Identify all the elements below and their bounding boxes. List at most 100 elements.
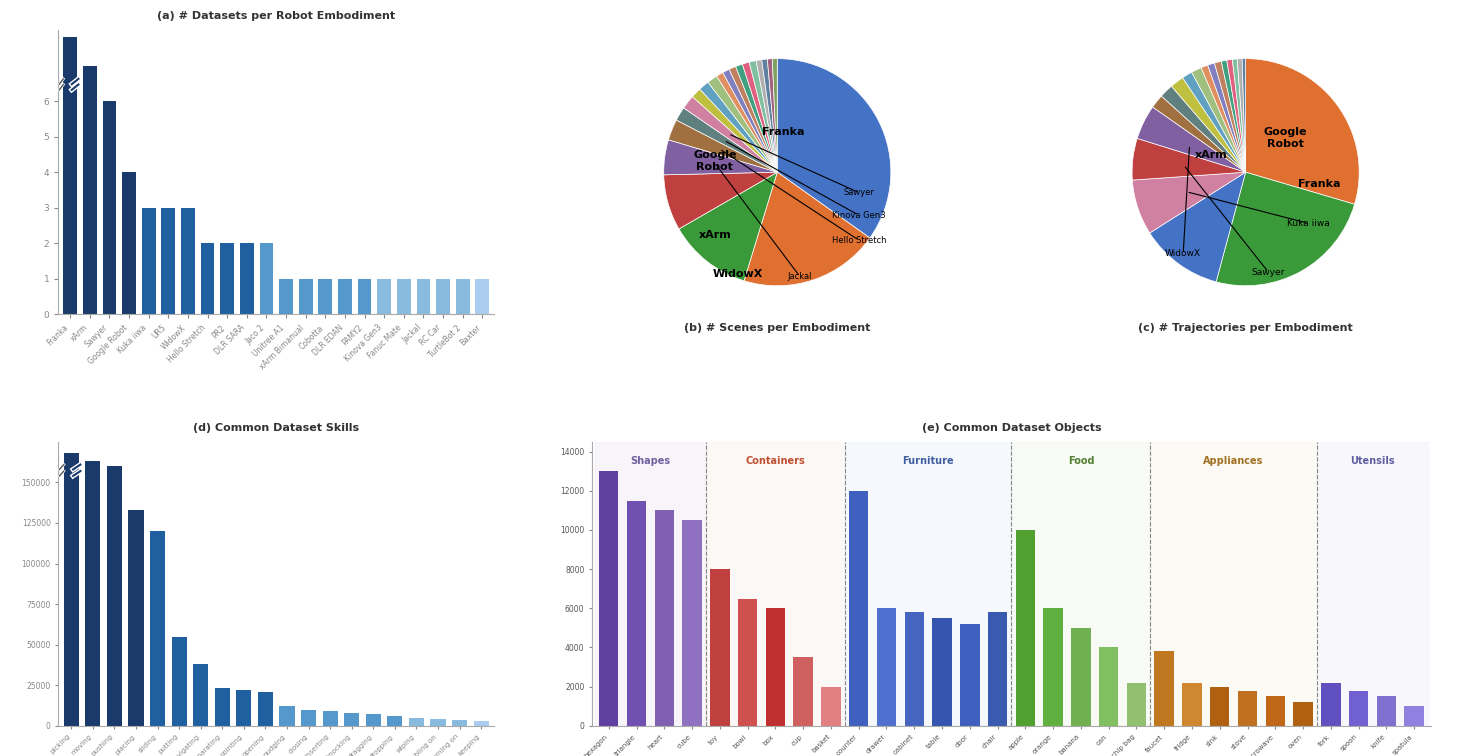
Bar [83,66,96,314]
Bar [1099,647,1118,726]
Wedge shape [777,59,891,238]
Text: WidowX: WidowX [1165,249,1202,259]
Bar [453,720,467,726]
Wedge shape [676,108,777,172]
Wedge shape [756,60,777,172]
Wedge shape [717,73,777,172]
Wedge shape [1161,86,1245,172]
Bar [682,520,702,726]
Wedge shape [1149,172,1245,282]
Bar [1155,652,1174,726]
Bar [123,172,136,314]
Bar [707,442,845,726]
Wedge shape [1226,60,1245,172]
Bar [1405,706,1424,726]
Bar [142,208,156,314]
Bar [710,569,730,726]
Wedge shape [683,97,777,172]
Bar [1150,442,1317,726]
Bar [128,510,143,726]
Bar [397,279,410,314]
Wedge shape [1216,172,1355,286]
Wedge shape [1152,96,1245,172]
Bar [366,714,381,726]
Bar [1012,442,1150,726]
Title: (c) # Trajectories per Embodiment: (c) # Trajectories per Embodiment [1139,324,1353,333]
Text: Kuka iiwa: Kuka iiwa [1286,218,1330,228]
Bar [1072,628,1091,726]
Bar [1238,690,1257,726]
Bar [150,531,165,726]
Text: Google
Robot: Google Robot [1263,127,1307,149]
Bar [1016,530,1035,726]
Bar [358,279,371,314]
Bar [172,637,187,726]
Text: Shapes: Shapes [631,456,670,466]
Bar [765,609,785,726]
Bar [1377,696,1396,726]
Bar [102,101,117,314]
Bar [339,279,352,314]
Text: Furniture: Furniture [902,456,953,466]
Wedge shape [1137,107,1245,172]
Bar [279,706,295,726]
Wedge shape [1133,172,1245,233]
Title: (e) Common Dataset Objects: (e) Common Dataset Objects [921,423,1101,432]
Bar [850,491,869,726]
Text: Appliances: Appliances [1203,456,1264,466]
Text: xArm: xArm [698,230,731,240]
Wedge shape [708,76,777,172]
Wedge shape [1215,61,1245,172]
Bar [626,500,647,726]
Bar [1210,686,1229,726]
Wedge shape [729,67,777,172]
Text: Google
Robot: Google Robot [694,150,737,172]
Wedge shape [679,172,777,280]
Bar [85,461,101,726]
Wedge shape [692,89,777,172]
Text: Jackal: Jackal [788,272,812,281]
Wedge shape [762,59,777,172]
Bar [387,716,403,726]
Wedge shape [1232,59,1245,172]
Text: Food: Food [1067,456,1094,466]
Text: Containers: Containers [746,456,806,466]
Bar [239,243,254,314]
Text: Hello Stretch: Hello Stretch [832,236,886,245]
Bar [1266,696,1285,726]
Wedge shape [742,62,777,172]
Bar [961,624,980,726]
Wedge shape [1183,73,1245,172]
Bar [1349,690,1368,726]
Bar [377,279,391,314]
Bar [318,279,333,314]
Wedge shape [1132,138,1245,180]
Bar [200,243,215,314]
Wedge shape [699,82,777,172]
Bar [162,208,175,314]
Bar [323,711,337,726]
Text: Sawyer: Sawyer [844,188,875,197]
Bar [654,510,675,726]
Bar [215,689,229,726]
Bar [299,279,312,314]
Text: Franka: Franka [1298,178,1340,188]
Text: Franka: Franka [762,128,804,138]
Wedge shape [1221,60,1245,172]
Wedge shape [1202,65,1245,172]
Bar [416,279,431,314]
Bar [821,686,841,726]
Bar [1317,442,1428,726]
Bar [456,279,470,314]
Bar [793,657,813,726]
Bar [476,279,489,314]
Bar [260,243,273,314]
Wedge shape [745,172,870,286]
Bar [279,279,293,314]
Bar [1044,609,1063,726]
Wedge shape [1242,59,1245,172]
Bar [1183,683,1202,726]
Bar [905,612,924,726]
Bar [988,612,1007,726]
Bar [845,442,1012,726]
